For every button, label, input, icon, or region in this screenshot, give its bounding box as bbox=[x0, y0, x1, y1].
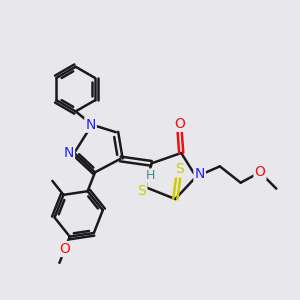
Text: N: N bbox=[194, 167, 205, 181]
Text: S: S bbox=[175, 162, 184, 176]
Text: O: O bbox=[174, 117, 185, 131]
Text: O: O bbox=[254, 165, 266, 179]
Text: S: S bbox=[138, 184, 146, 198]
Text: N: N bbox=[64, 146, 74, 160]
Text: H: H bbox=[146, 169, 156, 182]
Text: N: N bbox=[85, 118, 96, 132]
Text: O: O bbox=[59, 242, 70, 256]
